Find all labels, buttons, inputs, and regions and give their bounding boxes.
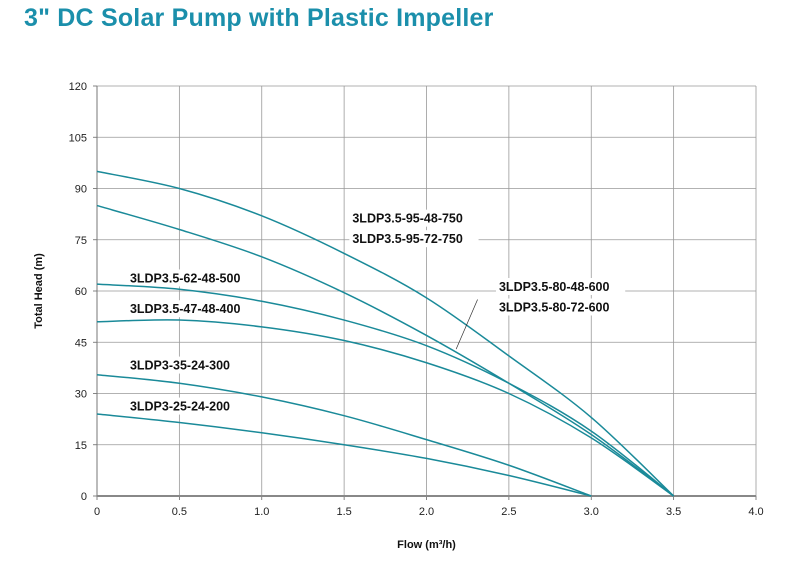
x-tick-label: 0.5 bbox=[172, 506, 187, 518]
series-line bbox=[96, 283, 675, 497]
x-tick-label: 3.5 bbox=[666, 506, 681, 518]
leader-line bbox=[455, 299, 478, 350]
chart-title: 3" DC Solar Pump with Plastic Impeller bbox=[24, 4, 494, 32]
x-tick-label: 2.0 bbox=[419, 506, 434, 518]
y-tick-label: 75 bbox=[75, 235, 87, 247]
x-tick-label: 1.0 bbox=[254, 506, 269, 518]
y-tick-label: 30 bbox=[75, 389, 87, 401]
y-tick-label: 60 bbox=[75, 286, 87, 298]
x-tick-label: 1.5 bbox=[336, 506, 351, 518]
curve-label: 3LDP3.5-95-48-750 bbox=[352, 212, 463, 226]
curve-label: 3LDP3-35-24-300 bbox=[130, 359, 230, 373]
y-tick-label: 45 bbox=[75, 337, 87, 349]
series-line bbox=[96, 373, 592, 497]
y-tick-label: 90 bbox=[75, 184, 87, 196]
series-line bbox=[96, 204, 675, 497]
curve-label: 3LDP3.5-80-72-600 bbox=[499, 301, 610, 315]
curve-label: 3LDP3.5-80-48-600 bbox=[499, 280, 610, 294]
curve-label: 3LDP3.5-62-48-500 bbox=[130, 271, 241, 285]
label-background bbox=[126, 356, 241, 374]
label-background bbox=[495, 298, 626, 316]
x-tick-label: 4.0 bbox=[748, 506, 763, 518]
series-line bbox=[96, 170, 675, 497]
x-axis-label: Flow (m³/h) bbox=[397, 539, 456, 551]
curve-label: 3LDP3.5-47-48-400 bbox=[130, 302, 241, 316]
x-tick-label: 0 bbox=[94, 506, 100, 518]
y-tick-label: 120 bbox=[69, 81, 87, 93]
label-background bbox=[126, 300, 257, 318]
label-background bbox=[126, 269, 257, 287]
y-tick-label: 105 bbox=[69, 132, 87, 144]
x-tick-label: 2.5 bbox=[501, 506, 516, 518]
y-tick-label: 15 bbox=[75, 440, 87, 452]
curve-label: 3LDP3-25-24-200 bbox=[130, 400, 230, 414]
label-background bbox=[495, 278, 626, 295]
label-background bbox=[349, 209, 479, 227]
y-tick-label: 0 bbox=[81, 491, 87, 503]
label-background bbox=[349, 230, 479, 248]
series-line bbox=[96, 413, 592, 497]
series-line bbox=[96, 319, 675, 497]
curve-label: 3LDP3.5-95-72-750 bbox=[352, 232, 463, 246]
label-background bbox=[126, 397, 241, 415]
x-tick-label: 3.0 bbox=[584, 506, 599, 518]
y-axis-label: Total Head (m) bbox=[33, 253, 45, 329]
